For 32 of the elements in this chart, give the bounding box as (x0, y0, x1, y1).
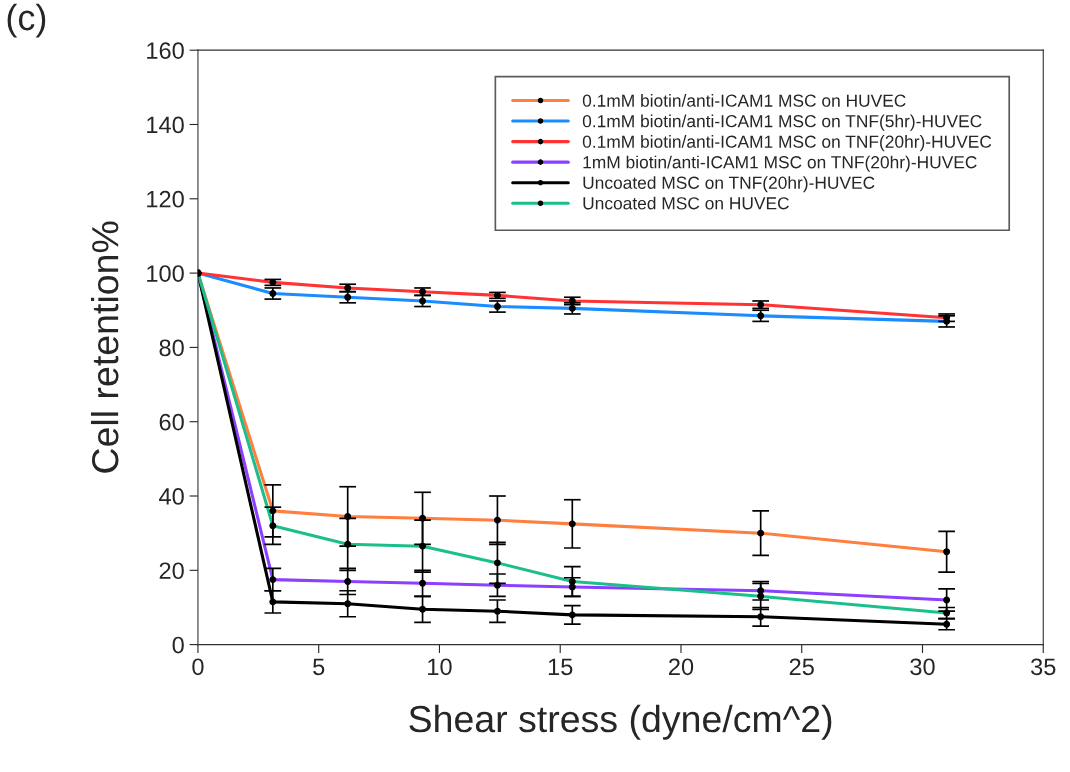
x-tick-label: 0 (192, 658, 204, 676)
y-tick-label: 20 (159, 562, 184, 580)
y-tick-label: 40 (159, 488, 184, 505)
x-tick-label: 20 (669, 658, 694, 676)
y-tick-label: 140 (147, 116, 184, 134)
y-tick-label: 80 (159, 339, 184, 357)
point (493, 607, 501, 615)
y-axis-title: Cell retention% (90, 221, 119, 473)
point (568, 611, 576, 619)
x-tick-label: 5 (313, 658, 325, 676)
point (419, 605, 427, 613)
legend-label: 0.1mM biotin/anti-ICAM1 MSC on TNF(5hr)-HUVEC (582, 114, 982, 131)
y-tick-label: 100 (147, 265, 184, 282)
legend-label: Uncoated MSC on TNF(20hr)-HUVEC (583, 176, 875, 193)
y-tick-label: 120 (147, 190, 184, 208)
point (344, 600, 352, 608)
point (757, 613, 765, 621)
point (269, 598, 277, 606)
x-tick-label: 25 (789, 658, 814, 676)
legend-label: 0.1mM biotin/anti-ICAM1 MSC on HUVEC (582, 94, 906, 107)
y-tick-label: 160 (147, 42, 184, 59)
x-tick-label: 30 (910, 658, 935, 676)
legend-label: 1mM biotin/anti-ICAM1 MSC on TNF(20hr)-HUVEC (583, 155, 977, 172)
legend-label: Uncoated MSC on HUVEC (583, 196, 789, 210)
y-tick-label: 0 (172, 636, 184, 654)
x-tick-label: 15 (548, 658, 573, 676)
x-tick-label: 35 (1031, 658, 1056, 676)
legend-label: 0.1mM biotin/anti-ICAM1 MSC on TNF(20hr)-HUVEC (582, 135, 992, 152)
x-tick-label: 10 (428, 658, 452, 676)
x-axis-title: Shear stress (dyne/cm^2) (409, 704, 832, 740)
y-tick-label: 60 (159, 413, 184, 431)
text: (c) (7, 3, 46, 38)
